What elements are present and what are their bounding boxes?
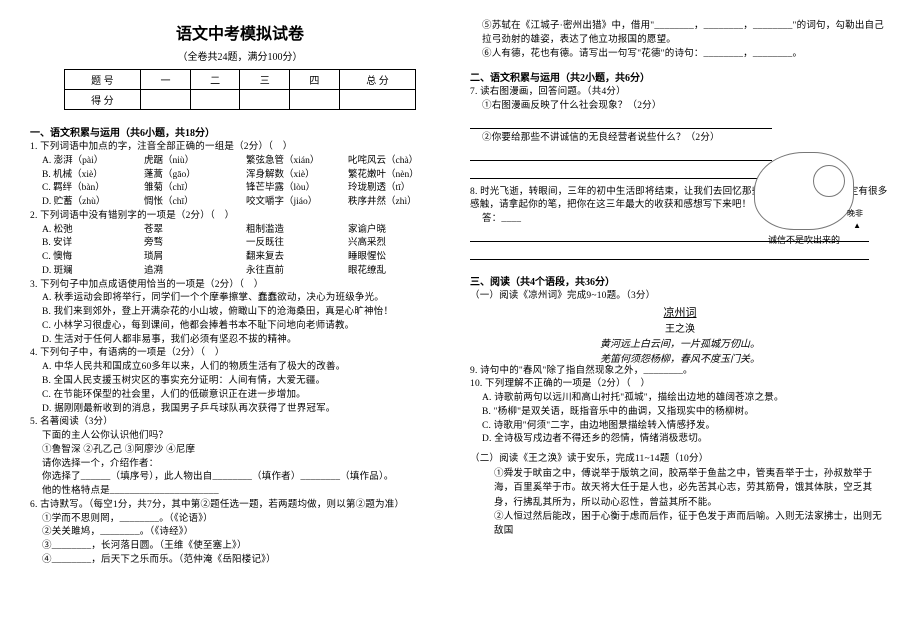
exam-title: 语文中考模拟试卷	[30, 20, 450, 44]
poem-l1: 黄河远上白云间，一片孤城万仞山。	[470, 335, 890, 350]
passage-p2: ②人恒过然后能改，困于心衡于虑而后作，征于色发于声而后喻。入则无法家拂士，出则无…	[470, 510, 890, 539]
q4-stem: 4. 下列句子中，有语病的一项是（2分）（ ）	[30, 347, 450, 361]
answer-line	[470, 149, 772, 161]
cartoon-caption: 诚信不是吹出来的	[754, 233, 854, 246]
q10-a: A. 诗歌前两句以远川和高山衬托"孤城"，描绘出边地的雄阔苍凉之景。	[470, 392, 890, 406]
cartoon-figure: 晚非 ▲ 诚信不是吹出来的	[754, 152, 854, 246]
poem-author: 王之涣	[470, 320, 890, 335]
q2-row-b: B. 安详旁骛一反既往兴高采烈	[30, 237, 450, 251]
q3-c: C. 小林学习很虚心，每到课间，他都会捧着书本不耻下问地向老师请教。	[30, 320, 450, 334]
score-table: 题 号 一 二 三 四 总 分 得 分	[64, 69, 417, 110]
q5-l1: 下面的主人公你认识他们吗？	[30, 430, 450, 444]
q10-c: C. 诗歌用"何须"二字，由边地图景描绘转入情感抒发。	[470, 420, 890, 434]
q5-fill2: 他的性格特点是______________________	[30, 485, 450, 499]
cartoon-image: 晚非 ▲	[754, 152, 854, 230]
q3-d: D. 生活对于任何人都非易事，我们必须有坚忍不拔的精神。	[30, 334, 450, 348]
section3-head: 三、阅读（共4个语段，共36分）	[470, 273, 890, 288]
q7-stem: 7. 读右图漫画，回答问题。（共4分）	[470, 86, 890, 100]
q6-l3: ③________，长河落日圆。（王维《使至塞上》）	[30, 540, 450, 554]
q4-b: B. 全国人民支援玉树灾区的事实充分证明：人间有情，大爱无疆。	[30, 375, 450, 389]
q3-a: A. 秋季运动会即将举行，同学们一个个摩拳擦掌、蠢蠢欲动，决心为班级争光。	[30, 292, 450, 306]
section2-head: 二、语文积累与运用（共2小题，共6分）	[470, 69, 890, 84]
q6-l1: ①学而不思则罔，________。（《论语》）	[30, 513, 450, 527]
q7a: ①右图漫画反映了什么社会现象？（2分）	[470, 100, 785, 114]
score-table-score-row: 得 分	[64, 90, 416, 110]
right-column: ⑤苏轼在《江城子·密州出猎》中，借用"________，________，___…	[470, 20, 890, 617]
th-label: 题 号	[64, 70, 141, 90]
q10-d: D. 全诗极写戍边者不得还乡的怨情，情绪消极悲切。	[470, 433, 890, 447]
poem-title: 凉州词	[470, 304, 890, 320]
q4-c: C. 在节能环保型的社会里，人们的低碳意识正在进一步增加。	[30, 389, 450, 403]
q4-a: A. 中华人民共和国成立60多年以来，人们的物质生活有了极大的改善。	[30, 361, 450, 375]
q10-b: B. "杨柳"是双关语，既指音乐中的曲调，又指现实中的杨柳树。	[470, 406, 890, 420]
q6-l5: ⑤苏轼在《江城子·密州出猎》中，借用"________，________，___…	[470, 20, 890, 48]
passage-p1: ①舜发于畎亩之中，傅说举于版筑之间，胶鬲举于鱼盐之中，管夷吾举于士，孙叔敖举于海…	[470, 467, 890, 510]
q4-d: D. 据刚刚最新收到的消息，我国男子乒乓球队再次获得了世界冠军。	[30, 403, 450, 417]
q3-stem: 3. 下列句子中加点成语使用恰当的一项是（2分）（ ）	[30, 279, 450, 293]
q6-l2: ②关关雎鸠，________。（《诗经》）	[30, 526, 450, 540]
q6-l6: ⑥人有德，花也有德。请写出一句写"花德"的诗句：________，_______…	[470, 48, 890, 62]
poem-l2: 羌笛何须怨杨柳，春风不度玉门关。	[470, 350, 890, 365]
q2-stem: 2. 下列词语中没有错别字的一项是（2分）（ ）	[30, 210, 450, 224]
answer-line	[470, 167, 772, 179]
q9: 9. 诗句中的"春风"除了指自然现象之外，________。	[470, 365, 890, 379]
sec3-sub2: （二）阅读《王之涣》读于安乐，完成11~14题（10分）	[470, 453, 890, 467]
score-table-header-row: 题 号 一 二 三 四 总 分	[64, 70, 416, 90]
q6-stem: 6. 古诗默写。（每空1分，共7分，其中第②题任选一题，若两题均做，则以第②题为…	[30, 499, 450, 513]
q2-row-c: C. 懊悔琐屑翻来复去睡眼惺忪	[30, 251, 450, 265]
q1-row-b: B. 机械（xiè）蓬蒿（gāo）浑身解数（xiè）繁花嫩叶（nèn）	[30, 169, 450, 183]
q5-l2: ①鲁智深 ②孔乙己 ③阿廖沙 ④尼摩	[30, 444, 450, 458]
cartoon-label1: 晚非	[847, 208, 863, 219]
q2-row-a: A. 松弛苍翠粗制滥造家谕户晓	[30, 224, 450, 238]
q5-l3: 请你选择一个，介绍作者：	[30, 458, 450, 472]
exam-subtitle: （全卷共24题，满分100分）	[30, 48, 450, 63]
sec3-sub: （一）阅读《凉州词》完成9~10题。（3分）	[470, 290, 890, 304]
q3-b: B. 我们来到郊外，登上开满杂花的小山坡，俯瞰山下的沧海桑田，真是心旷神怡！	[30, 306, 450, 320]
q6-l4: ④________，后天下之乐而乐。（范仲淹《岳阳楼记》）	[30, 554, 450, 568]
q5-stem: 5. 名著阅读（3分）	[30, 416, 450, 430]
q2-row-d: D. 斑斓追溯永往直前眼花缭乱	[30, 265, 450, 279]
q10-stem: 10. 下列理解不正确的一项是（2分）（ ）	[470, 378, 890, 392]
q1-stem: 1. 下列词语中加点的字，注音全部正确的一组是（2分）（ ）	[30, 141, 450, 155]
q5-fill: 你选择了______（填序号），此人物出自________（填作者）______…	[30, 471, 450, 485]
answer-line	[470, 117, 772, 129]
q1-row-a: A. 澎湃（pài）虎踞（niù）繁弦急管（xián）叱咤风云（chà）	[30, 155, 450, 169]
q1-row-c: C. 羁绊（bàn）雏菊（chī）锋芒毕露（lòu）玲珑剔透（tī）	[30, 182, 450, 196]
section1-head: 一、语文积累与运用（共6小题，共18分）	[30, 124, 450, 139]
q7b: ②你要给那些不讲诚信的无良经营者说些什么？（2分）	[470, 132, 785, 146]
q1-row-d: D. 贮蓄（zhù）惆怅（chī）咬文嚼字（jiáo）秩序井然（zhì）	[30, 196, 450, 210]
answer-line	[470, 248, 869, 260]
cartoon-label2: ▲	[853, 221, 861, 230]
left-column: 语文中考模拟试卷 （全卷共24题，满分100分） 题 号 一 二 三 四 总 分…	[30, 20, 450, 617]
